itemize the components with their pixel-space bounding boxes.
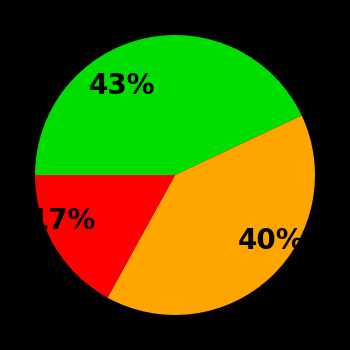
Text: 17%: 17% (30, 207, 97, 235)
Wedge shape (35, 175, 175, 298)
Wedge shape (35, 35, 302, 175)
Wedge shape (107, 116, 315, 315)
Text: 43%: 43% (89, 72, 155, 100)
Text: 40%: 40% (237, 228, 304, 256)
